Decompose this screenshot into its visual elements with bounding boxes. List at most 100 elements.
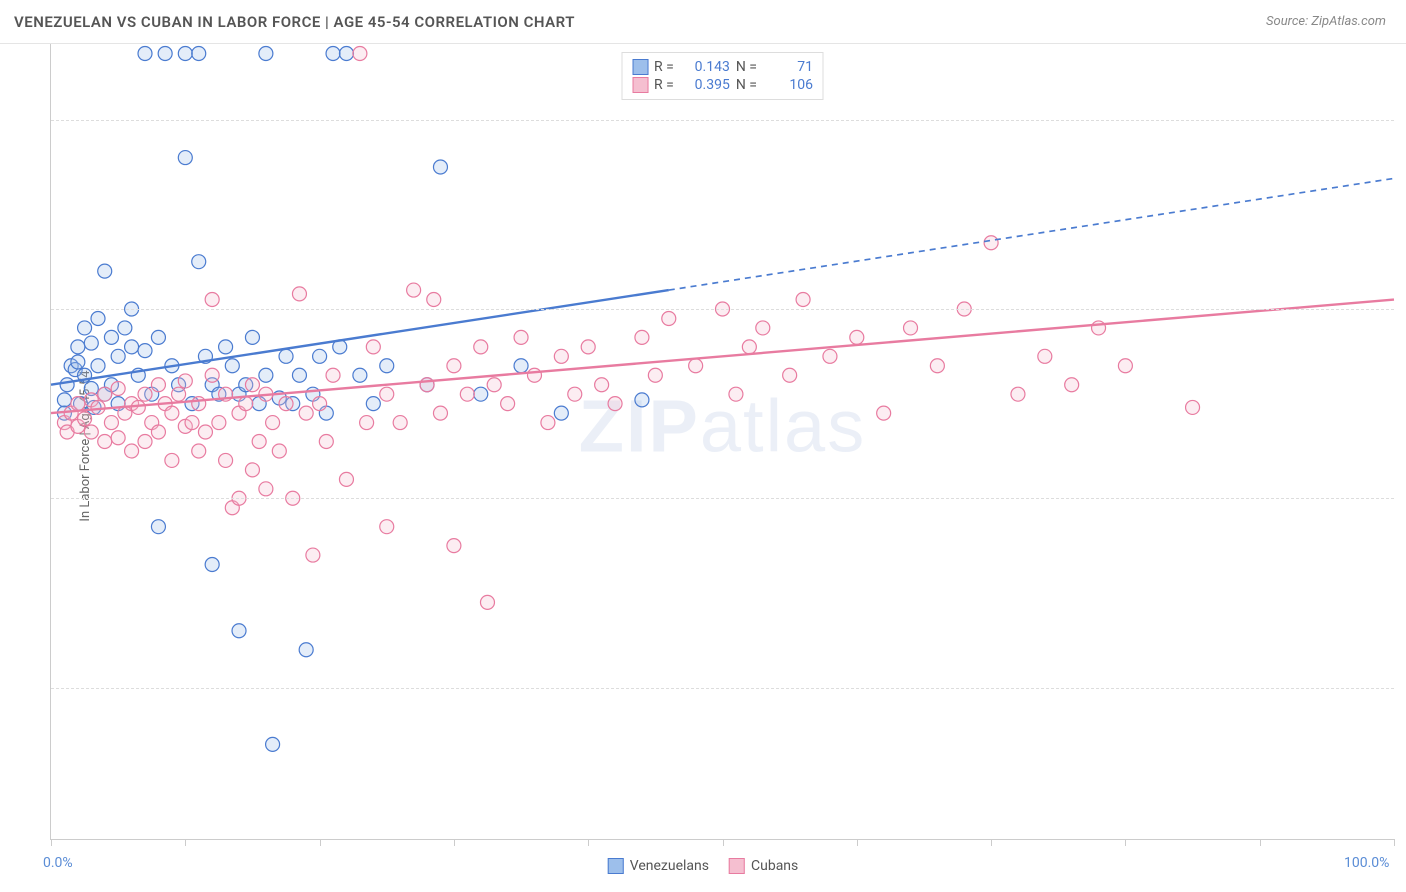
point-cubans — [581, 340, 595, 354]
point-venezuelans — [635, 393, 649, 407]
point-venezuelans — [104, 330, 118, 344]
point-cubans — [393, 416, 407, 430]
legend-swatch-cubans — [632, 77, 648, 93]
gridline-h — [51, 498, 1394, 499]
point-cubans — [447, 359, 461, 373]
point-venezuelans — [225, 359, 239, 373]
point-venezuelans — [245, 330, 259, 344]
point-venezuelans — [71, 340, 85, 354]
legend-item-cubans: Cubans — [729, 858, 798, 874]
point-venezuelans — [118, 321, 132, 335]
point-cubans — [98, 387, 112, 401]
plot-area: ZIPatlas R = 0.143 N = 71 R = 0.395 N = … — [50, 44, 1394, 840]
point-cubans — [904, 321, 918, 335]
point-cubans — [131, 400, 145, 414]
point-venezuelans — [339, 46, 353, 60]
legend-n-val-0: 71 — [763, 59, 813, 75]
point-venezuelans — [151, 330, 165, 344]
point-venezuelans — [326, 46, 340, 60]
point-cubans — [595, 378, 609, 392]
point-cubans — [151, 378, 165, 392]
point-cubans — [326, 368, 340, 382]
point-cubans — [756, 321, 770, 335]
trendline-dashed-venezuelans — [669, 178, 1394, 290]
legend-r-label: R = — [654, 59, 674, 75]
point-cubans — [212, 416, 226, 430]
x-tick — [185, 839, 186, 846]
legend-correlation: R = 0.143 N = 71 R = 0.395 N = 106 — [621, 52, 824, 100]
point-cubans — [380, 520, 394, 534]
point-venezuelans — [514, 359, 528, 373]
legend-n-label-2: N = — [736, 77, 757, 93]
point-cubans — [460, 387, 474, 401]
point-cubans — [1065, 378, 1079, 392]
point-cubans — [125, 444, 139, 458]
x-tick-label: 0.0% — [43, 855, 73, 871]
point-venezuelans — [57, 393, 71, 407]
point-venezuelans — [192, 255, 206, 269]
legend-row-cubans: R = 0.395 N = 106 — [632, 76, 813, 94]
source-attribution: Source: ZipAtlas.com — [1266, 14, 1386, 29]
point-venezuelans — [151, 520, 165, 534]
x-tick — [1394, 839, 1395, 846]
point-cubans — [185, 416, 199, 430]
point-cubans — [192, 397, 206, 411]
point-venezuelans — [259, 368, 273, 382]
point-cubans — [487, 378, 501, 392]
point-venezuelans — [292, 368, 306, 382]
x-tick — [991, 839, 992, 846]
legend-bottom-label-0: Venezuelans — [630, 858, 709, 874]
point-cubans — [1186, 400, 1200, 414]
point-cubans — [138, 435, 152, 449]
point-cubans — [111, 382, 125, 396]
point-cubans — [306, 548, 320, 562]
point-venezuelans — [380, 359, 394, 373]
point-cubans — [447, 539, 461, 553]
point-cubans — [252, 435, 266, 449]
point-venezuelans — [219, 340, 233, 354]
legend-r-label-2: R = — [654, 77, 674, 93]
point-cubans — [353, 46, 367, 60]
point-venezuelans — [178, 151, 192, 165]
point-cubans — [689, 359, 703, 373]
point-venezuelans — [84, 336, 98, 350]
point-cubans — [319, 435, 333, 449]
point-venezuelans — [138, 344, 152, 358]
title-bar: VENEZUELAN VS CUBAN IN LABOR FORCE | AGE… — [0, 0, 1406, 44]
correlation-chart: VENEZUELAN VS CUBAN IN LABOR FORCE | AGE… — [0, 0, 1406, 892]
point-cubans — [433, 406, 447, 420]
point-cubans — [407, 283, 421, 297]
point-cubans — [608, 397, 622, 411]
point-cubans — [554, 349, 568, 363]
x-tick — [320, 839, 321, 846]
point-cubans — [984, 236, 998, 250]
point-cubans — [635, 330, 649, 344]
gridline-h — [51, 688, 1394, 689]
point-cubans — [245, 463, 259, 477]
point-cubans — [662, 311, 676, 325]
legend-r-val-1: 0.395 — [680, 77, 730, 93]
point-cubans — [313, 397, 327, 411]
point-cubans — [648, 368, 662, 382]
point-venezuelans — [78, 321, 92, 335]
legend-swatch-venezuelans — [632, 59, 648, 75]
point-venezuelans — [138, 46, 152, 60]
point-venezuelans — [91, 359, 105, 373]
point-cubans — [568, 387, 582, 401]
point-cubans — [279, 397, 293, 411]
point-cubans — [729, 387, 743, 401]
legend-bottom-swatch-1 — [729, 858, 745, 874]
point-cubans — [91, 400, 105, 414]
point-venezuelans — [554, 406, 568, 420]
point-venezuelans — [299, 643, 313, 657]
point-cubans — [219, 453, 233, 467]
point-cubans — [427, 293, 441, 307]
point-venezuelans — [474, 387, 488, 401]
point-cubans — [292, 287, 306, 301]
point-cubans — [111, 431, 125, 445]
point-venezuelans — [366, 397, 380, 411]
point-cubans — [165, 406, 179, 420]
legend-n-val-1: 106 — [763, 77, 813, 93]
point-cubans — [930, 359, 944, 373]
point-cubans — [178, 374, 192, 388]
